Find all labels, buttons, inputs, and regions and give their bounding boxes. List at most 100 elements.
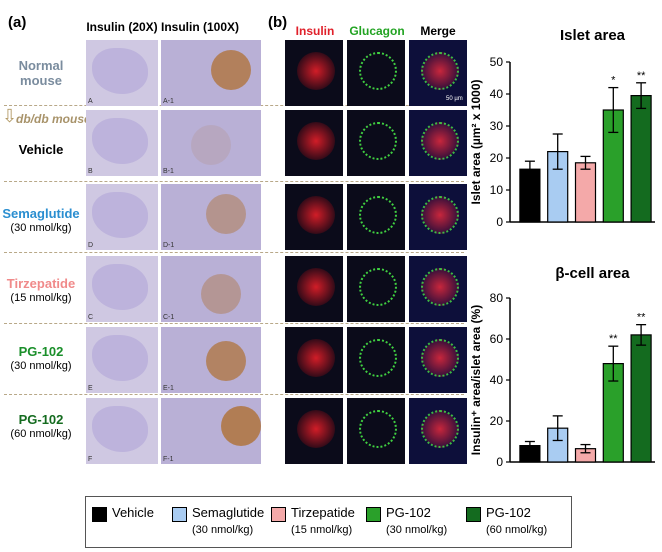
micrograph-100x: C-1 (161, 256, 261, 322)
merge-fluorescence (409, 398, 467, 464)
y-tick-label: 40 (490, 87, 504, 101)
tissue-section (92, 406, 148, 452)
islet-signal (421, 122, 459, 160)
islet-signal (359, 196, 397, 234)
image-code: A (88, 98, 93, 105)
legend-label: Vehicle (112, 505, 154, 520)
significance-marker: ** (637, 70, 646, 82)
islet-stain (206, 194, 246, 234)
merge-fluorescence (409, 40, 467, 106)
legend-dose: (30 nmol/kg) (386, 524, 448, 536)
micrograph-20x: D (86, 184, 158, 250)
image-code: F-1 (163, 456, 174, 463)
islet-stain (191, 125, 231, 165)
image-code: C-1 (163, 314, 175, 321)
glucagon-fluorescence (347, 327, 405, 393)
down-arrow-icon: ⇩ (2, 106, 18, 126)
islet-stain (206, 341, 246, 381)
scale-bar-label: 50 µm (446, 96, 463, 102)
glucagon-fluorescence (347, 398, 405, 464)
col-header-insulin-20x: Insulin (20X) (86, 20, 158, 34)
y-tick-label: 50 (490, 55, 504, 69)
y-tick-label: 80 (490, 291, 504, 305)
insulin-fluorescence (285, 327, 343, 393)
row-label-semaglutide: Semaglutide (30 nmol/kg) (0, 206, 82, 236)
db-db-label: db/db mouse (16, 112, 91, 126)
legend-swatch (366, 507, 381, 522)
tissue-section (92, 335, 148, 381)
charts-svg: Islet area Islet area (µm² x 1000) 0 10 20 30… (470, 27, 655, 469)
glucagon-fluorescence (347, 256, 405, 322)
row-name: PG-102 (18, 412, 64, 427)
islet-stain (201, 274, 241, 314)
islet-stain (211, 50, 251, 90)
image-code: C (88, 314, 94, 321)
islet-signal (359, 52, 397, 90)
row-dose: (30 nmol/kg) (10, 222, 72, 234)
row-dose: (15 nmol/kg) (10, 292, 72, 304)
row-name: Tirzepatide (6, 276, 76, 291)
glucagon-fluorescence (347, 40, 405, 106)
islet-signal (297, 52, 335, 90)
y-tick-label: 20 (490, 151, 504, 165)
bar (630, 94, 652, 223)
row-label-pg102-60: PG-102 (60 nmol/kg) (0, 412, 82, 442)
col-header-insulin: Insulin (295, 24, 335, 38)
merge-fluorescence (409, 184, 467, 250)
row-separator (4, 252, 464, 253)
row-separator (4, 394, 464, 395)
islet-signal (359, 410, 397, 448)
merge-fluorescence (409, 256, 467, 322)
insulin-fluorescence (285, 184, 343, 250)
row-separator (4, 323, 464, 324)
y-tick-label: 40 (490, 373, 504, 387)
legend-label: PG-102 (486, 505, 531, 520)
micrograph-20x: F (86, 398, 158, 464)
panel-a-label: (a) (8, 14, 27, 31)
islet-signal (297, 122, 335, 160)
y-tick-label: 10 (490, 183, 504, 197)
row-label-pg102-30: PG-102 (30 nmol/kg) (0, 344, 82, 374)
micrograph-20x: E (86, 327, 158, 393)
row-name: Vehicle (18, 142, 64, 157)
legend-swatch (466, 507, 481, 522)
micrograph-100x: A-1 (161, 40, 261, 106)
chart-title: β-cell area (555, 265, 630, 282)
image-code: E-1 (163, 385, 174, 392)
image-code: A-1 (163, 98, 174, 105)
islet-signal (297, 268, 335, 306)
tissue-section (92, 48, 148, 94)
col-header-insulin-100x: Insulin (100X) (160, 20, 240, 34)
legend-dose: (15 nmol/kg) (291, 524, 353, 536)
panel-b-label: (b) (268, 14, 288, 31)
legend-label: PG-102 (386, 505, 431, 520)
micrograph-20x: C (86, 256, 158, 322)
micrograph-20x: A (86, 40, 158, 106)
row-dose: (60 nmol/kg) (10, 428, 72, 440)
micrograph-100x: D-1 (161, 184, 261, 250)
significance-marker: ** (609, 333, 618, 345)
micrograph-100x: E-1 (161, 327, 261, 393)
row-label-normal: Normal mouse (0, 58, 82, 88)
y-tick-label: 60 (490, 332, 504, 346)
row-separator (4, 181, 464, 182)
legend-swatch (172, 507, 187, 522)
image-code: F (88, 456, 93, 463)
islet-signal (421, 268, 459, 306)
legend-label: Semaglutide (192, 505, 265, 520)
legend-label: Tirzepatide (291, 505, 355, 520)
micrograph-100x: F-1 (161, 398, 261, 464)
islet-signal (297, 339, 335, 377)
islet-signal (359, 339, 397, 377)
y-axis-label: Insulin⁺ area/islet area (%) (470, 305, 483, 455)
significance-marker: ** (637, 312, 646, 324)
glucagon-fluorescence (347, 110, 405, 176)
image-code: B (88, 168, 93, 175)
micrograph-100x: B-1 (161, 110, 261, 176)
image-code: E (88, 385, 93, 392)
islet-stain (221, 406, 261, 446)
y-tick-label: 30 (490, 119, 504, 133)
islet-signal (421, 410, 459, 448)
insulin-fluorescence (285, 398, 343, 464)
merge-fluorescence (409, 110, 467, 176)
